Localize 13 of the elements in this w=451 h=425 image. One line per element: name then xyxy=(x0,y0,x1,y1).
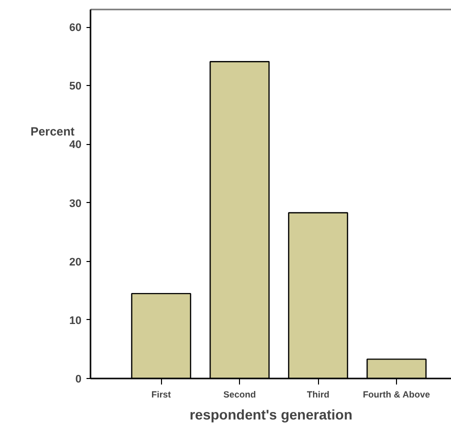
y-tick-label: 20 xyxy=(69,256,82,268)
x-tick-label: First xyxy=(151,390,171,400)
x-tick-label: Second xyxy=(223,390,256,400)
y-tick-label: 50 xyxy=(69,80,82,93)
x-tick-label: Third xyxy=(306,390,330,400)
y-tick-label: 60 xyxy=(69,22,82,34)
y-tick-label: 0 xyxy=(75,374,82,386)
y-tick-label: 30 xyxy=(69,198,82,210)
y-tick-label: 40 xyxy=(69,139,82,152)
y-axis-title: Percent xyxy=(30,124,75,138)
x-tick-label: Fourth & Above xyxy=(362,390,430,400)
y-tick-label: 10 xyxy=(69,314,82,327)
x-axis-title: respondent's generation xyxy=(190,406,352,422)
